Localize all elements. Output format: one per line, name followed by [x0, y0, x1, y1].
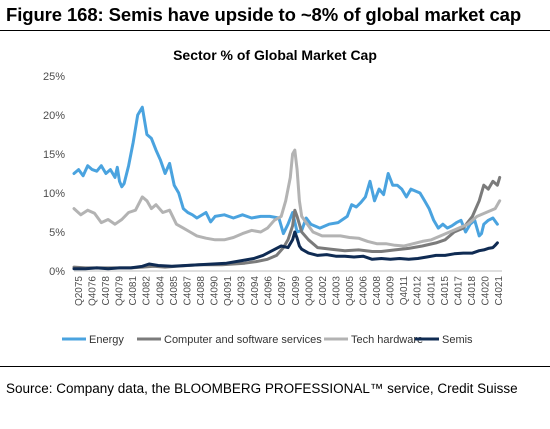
- series-line-semis: [72, 230, 499, 271]
- title-divider: [0, 30, 550, 31]
- legend-label: Computer and software services: [164, 334, 322, 346]
- x-tick-label: C4082: [142, 276, 153, 306]
- source-divider: [0, 366, 550, 367]
- legend-label: Tech hardware: [351, 334, 423, 346]
- line-chart: 0%5%10%15%20%25%Q2075 Q4076 C4078 Q4079 C408…: [43, 71, 505, 346]
- x-tick-label: Q4005: [345, 276, 356, 306]
- x-tick-label: C4017: [453, 276, 464, 306]
- x-tick-label: C4099: [291, 276, 302, 306]
- chart-title: Sector % of Global Market Cap: [173, 47, 377, 63]
- x-tick-label: C4003: [331, 276, 342, 306]
- x-tick-label: C4002: [318, 276, 329, 306]
- x-tick-label: C4084: [155, 276, 166, 306]
- x-tick-label: Q4011: [399, 276, 410, 306]
- y-tick-label: 15%: [43, 149, 65, 161]
- x-tick-label: Q2075: [74, 276, 85, 306]
- x-tick-label: C4087: [182, 276, 193, 306]
- legend-label: Semis: [442, 334, 473, 346]
- x-tick-label: Q4091: [223, 276, 234, 306]
- x-tick-label: C4097: [277, 276, 288, 306]
- series-line-tech-hardware: [72, 148, 502, 248]
- x-tick-label: C4090: [209, 276, 220, 306]
- x-tick-label: C4006: [359, 276, 370, 306]
- x-tick-label: C4015: [440, 276, 451, 306]
- x-tick-label: C4094: [250, 276, 261, 306]
- x-tick-label: C4009: [386, 276, 397, 306]
- y-tick-label: 25%: [43, 71, 65, 83]
- x-tick-label: C4021: [494, 276, 505, 306]
- x-tick-label: C4014: [426, 276, 437, 306]
- x-tick-label: C4088: [196, 276, 207, 306]
- y-tick-label: 10%: [43, 188, 65, 200]
- x-tick-label: C4085: [169, 276, 180, 306]
- x-tick-label: C4018: [467, 276, 478, 306]
- y-tick-label: 5%: [49, 227, 65, 239]
- x-tick-label: C4020: [480, 276, 491, 306]
- x-tick-label: C4096: [264, 276, 275, 306]
- x-tick-label: C4078: [101, 276, 112, 306]
- x-tick-label: C4012: [413, 276, 424, 306]
- y-tick-label: 20%: [43, 110, 65, 122]
- x-tick-label: Q4076: [88, 276, 99, 306]
- x-tick-label: Q4079: [115, 276, 126, 306]
- y-tick-label: 0%: [49, 266, 65, 278]
- legend-label: Energy: [89, 334, 124, 346]
- series-line-energy: [72, 105, 499, 238]
- figure-title: Figure 168: Semis have upside to ~8% of …: [6, 4, 522, 25]
- x-tick-label: Q4000: [304, 276, 315, 306]
- x-tick-label: C4093: [237, 276, 248, 306]
- x-tick-label: C4008: [372, 276, 383, 306]
- x-tick-label: C4081: [128, 276, 139, 306]
- source-note: Source: Company data, the BLOOMBERG PROF…: [6, 381, 518, 396]
